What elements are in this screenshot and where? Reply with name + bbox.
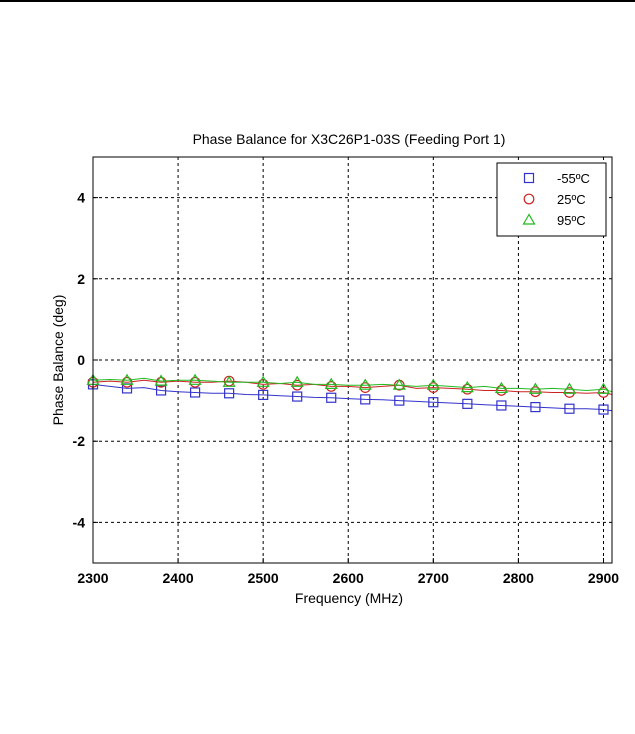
data-point-square [189, 387, 201, 398]
x-tick-label: 2800 [503, 570, 534, 586]
y-tick-label: -2 [73, 433, 86, 449]
data-point-square [394, 395, 405, 406]
data-point-triangle [494, 381, 508, 394]
data-point-triangle [596, 382, 611, 394]
data-point-square [326, 392, 337, 403]
data-point-square [360, 394, 371, 405]
x-tick-label: 2900 [588, 570, 619, 586]
data-point-square [258, 389, 269, 401]
data-point-triangle [358, 378, 372, 390]
data-point-square [496, 400, 507, 411]
data-point-triangle [528, 382, 542, 394]
data-point-triangle [290, 375, 304, 387]
data-point-triangle [120, 373, 134, 385]
y-tick-label: 0 [77, 352, 85, 368]
data-point-square [598, 404, 609, 415]
data-point-triangle [222, 375, 236, 387]
data-point-circle [155, 376, 167, 388]
data-point-square [530, 401, 541, 413]
data-point-square [462, 398, 473, 409]
y-tick-label: 2 [77, 271, 85, 287]
legend-label: 25ºC [557, 192, 586, 207]
data-point-triangle [562, 382, 576, 394]
data-point-triangle [392, 378, 406, 390]
series-triangle [86, 373, 613, 394]
data-point-square [292, 391, 303, 402]
data-point-square [428, 397, 439, 408]
data-point-triangle [188, 373, 202, 385]
data-point-triangle [154, 374, 168, 386]
legend-label: -55ºC [557, 171, 590, 186]
data-point-square [564, 403, 575, 414]
data-point-triangle [324, 377, 338, 389]
legend-marker-triangle [522, 213, 536, 225]
top-border-rule [0, 0, 635, 2]
x-tick-label: 2700 [418, 570, 449, 586]
data-point-triangle [256, 375, 270, 387]
data-point-square [155, 385, 167, 396]
x-axis-label: Frequency (MHz) [295, 590, 403, 606]
series-line [92, 379, 613, 395]
y-tick-label: -4 [73, 514, 86, 530]
data-point-triangle [460, 380, 474, 393]
legend: -55ºC 25ºC 95ºC [496, 162, 607, 237]
tick-labels: 2300 2400 2500 2600 2700 2800 2900 -4 -2 0 2 4 [73, 190, 620, 586]
x-tick-label: 2300 [77, 570, 108, 586]
y-axis-label: Phase Balance (deg) [50, 295, 66, 426]
y-tick-label: 4 [77, 190, 85, 206]
x-tick-label: 2400 [163, 570, 194, 586]
data-point-triangle [426, 378, 440, 390]
legend-marker-square [523, 172, 535, 184]
series-line [92, 383, 613, 412]
legend-box [496, 162, 607, 237]
plot-series [86, 373, 613, 415]
chart-title: Phase Balance for X3C26P1-03S (Feeding P… [193, 131, 506, 147]
legend-marker-circle [523, 193, 535, 205]
data-point-square [224, 388, 235, 399]
x-tick-label: 2600 [333, 570, 364, 586]
legend-label: 95ºC [557, 213, 586, 228]
x-tick-label: 2500 [248, 570, 279, 586]
